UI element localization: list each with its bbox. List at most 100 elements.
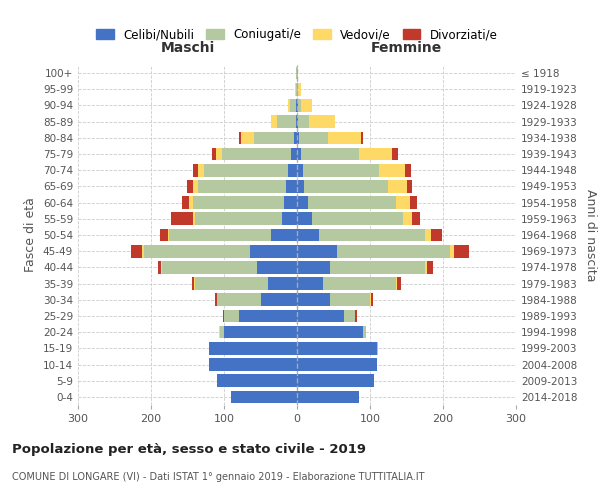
Bar: [370, 294, 371, 306]
Bar: [296, 116, 297, 128]
Bar: [431, 228, 442, 241]
Bar: [260, 294, 297, 306]
Bar: [291, 148, 297, 160]
Bar: [168, 228, 169, 241]
Bar: [193, 196, 284, 209]
Bar: [297, 83, 298, 96]
Bar: [286, 180, 297, 192]
Bar: [296, 99, 297, 112]
Bar: [195, 212, 283, 225]
Bar: [224, 326, 297, 338]
Bar: [271, 116, 277, 128]
Bar: [323, 278, 395, 290]
Bar: [297, 67, 298, 80]
Bar: [355, 310, 357, 322]
Bar: [297, 358, 377, 371]
Bar: [288, 164, 297, 176]
Bar: [388, 180, 407, 192]
Bar: [250, 245, 297, 258]
Bar: [142, 245, 144, 258]
Bar: [215, 294, 217, 306]
Bar: [330, 261, 425, 274]
Bar: [162, 261, 257, 274]
Bar: [232, 390, 297, 403]
Bar: [283, 212, 297, 225]
Bar: [425, 228, 431, 241]
Bar: [239, 132, 241, 144]
Bar: [294, 132, 297, 144]
Bar: [296, 83, 297, 96]
Bar: [297, 342, 377, 354]
Bar: [297, 326, 362, 338]
Bar: [295, 83, 296, 96]
Bar: [403, 212, 412, 225]
Text: Femmine: Femmine: [371, 42, 442, 56]
Bar: [392, 148, 398, 160]
Bar: [209, 358, 297, 371]
Bar: [427, 261, 433, 274]
Bar: [297, 164, 303, 176]
Text: Maschi: Maschi: [160, 42, 215, 56]
Bar: [192, 278, 194, 290]
Bar: [189, 196, 193, 209]
Bar: [412, 212, 421, 225]
Bar: [297, 374, 374, 387]
Bar: [297, 196, 308, 209]
Bar: [187, 180, 193, 192]
Bar: [212, 148, 216, 160]
Bar: [296, 67, 297, 80]
Bar: [297, 228, 319, 241]
Bar: [379, 164, 405, 176]
Bar: [290, 99, 296, 112]
Bar: [254, 132, 294, 144]
Text: COMUNE DI LONGARE (VI) - Dati ISTAT 1° gennaio 2019 - Elaborazione TUTTITALIA.IT: COMUNE DI LONGARE (VI) - Dati ISTAT 1° g…: [12, 472, 425, 482]
Bar: [268, 278, 297, 290]
Bar: [284, 196, 297, 209]
Bar: [195, 278, 268, 290]
Bar: [304, 180, 388, 192]
Bar: [297, 132, 299, 144]
Bar: [241, 132, 254, 144]
Bar: [297, 278, 323, 290]
Bar: [169, 228, 271, 241]
Bar: [204, 164, 288, 176]
Bar: [407, 180, 412, 192]
Y-axis label: Anni di nascita: Anni di nascita: [584, 188, 597, 281]
Bar: [297, 212, 311, 225]
Bar: [161, 261, 162, 274]
Bar: [193, 180, 199, 192]
Bar: [219, 326, 220, 338]
Bar: [395, 196, 410, 209]
Bar: [330, 294, 370, 306]
Bar: [199, 180, 286, 192]
Bar: [257, 261, 297, 274]
Bar: [454, 245, 469, 258]
Bar: [144, 245, 250, 258]
Bar: [298, 116, 310, 128]
Bar: [288, 99, 290, 112]
Bar: [297, 148, 301, 160]
Bar: [277, 116, 296, 128]
Bar: [223, 310, 224, 322]
Bar: [271, 228, 297, 241]
Bar: [217, 294, 260, 306]
Bar: [311, 212, 403, 225]
Bar: [301, 99, 313, 112]
Bar: [301, 148, 359, 160]
Bar: [410, 196, 418, 209]
Bar: [450, 245, 454, 258]
Bar: [131, 245, 142, 258]
Bar: [193, 212, 195, 225]
Bar: [298, 83, 301, 96]
Bar: [171, 212, 193, 225]
Y-axis label: Fasce di età: Fasce di età: [25, 198, 37, 272]
Bar: [371, 294, 373, 306]
Bar: [199, 164, 204, 176]
Bar: [361, 132, 362, 144]
Bar: [303, 164, 379, 176]
Bar: [222, 148, 291, 160]
Bar: [193, 164, 199, 176]
Bar: [297, 245, 337, 258]
Bar: [297, 99, 298, 112]
Bar: [297, 390, 359, 403]
